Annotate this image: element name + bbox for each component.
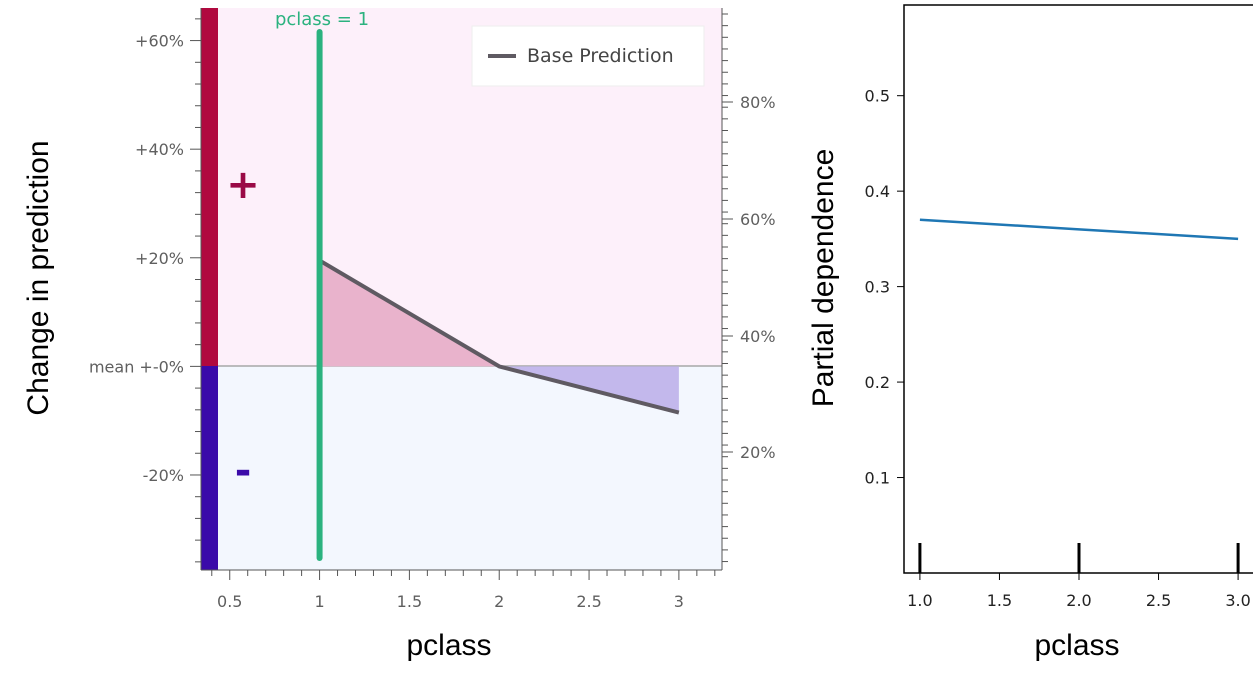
left-chart: pclass = 1 + - Base Prediction 0.5 1 1.5 2 2… xyxy=(22,8,776,662)
right-plot-frame xyxy=(903,4,1253,574)
y-tick-label: mean +-0% xyxy=(89,357,184,376)
y-tick-label: +20% xyxy=(135,249,184,268)
y-tick-label: +40% xyxy=(135,140,184,159)
y-tick-label: 0.2 xyxy=(865,373,890,392)
left-x-axis-title: pclass xyxy=(406,629,491,662)
y-tick-label: 0.3 xyxy=(865,278,890,297)
positive-sign: + xyxy=(226,162,260,208)
base-prediction-line xyxy=(318,258,680,415)
right-chart: 1.0 1.5 2.0 2.5 3.0 0.5 0.4 0.3 0.2 0.1 Partial d… xyxy=(807,4,1253,662)
right-y-axis-title: Partial dependence xyxy=(807,149,840,408)
x-tick-label: 1.0 xyxy=(907,591,932,610)
legend-entry-base-prediction: Base Prediction xyxy=(527,45,674,67)
x-tick-label: 3 xyxy=(674,592,684,611)
left-chart-ticks: 0.5 1 1.5 2 2.5 3+60%+40%+20%mean +-0%-20%80%… xyxy=(89,13,776,611)
x-tick-label: 1.5 xyxy=(987,591,1012,610)
right-chart-ticks: 1.0 1.5 2.0 2.5 3.0 0.5 0.4 0.3 0.2 0.1 xyxy=(865,87,1251,610)
y-tick-label: 0.5 xyxy=(865,87,890,106)
marker-label: pclass = 1 xyxy=(275,9,369,30)
base-prediction-line-group xyxy=(318,258,680,415)
x-tick-label: 0.5 xyxy=(217,592,242,611)
legend: Base Prediction xyxy=(471,25,705,87)
y-tick-label: +60% xyxy=(135,32,184,51)
negative-side-bar xyxy=(201,366,218,570)
x-tick-label: 2.5 xyxy=(1146,591,1171,610)
negative-sign: - xyxy=(235,448,252,494)
y2-tick-label: 40% xyxy=(740,327,776,346)
y-tick-label: 0.1 xyxy=(865,469,890,488)
y2-tick-label: 80% xyxy=(740,93,776,112)
left-y-axis-title: Change in prediction xyxy=(22,140,55,415)
x-tick-label: 3.0 xyxy=(1225,591,1250,610)
x-tick-label: 1.5 xyxy=(397,592,422,611)
y-tick-label: 0.4 xyxy=(865,182,890,201)
y2-tick-label: 20% xyxy=(740,443,776,462)
x-tick-label: 2 xyxy=(494,592,504,611)
y-tick-label: -20% xyxy=(143,466,184,485)
decile-marks xyxy=(918,543,1240,573)
partial-dependence-line-group xyxy=(919,218,1239,241)
positive-side-bar xyxy=(201,8,218,366)
y2-tick-label: 60% xyxy=(740,210,776,229)
x-tick-label: 1 xyxy=(314,592,324,611)
right-x-axis-title: pclass xyxy=(1034,629,1119,662)
x-tick-label: 2.5 xyxy=(576,592,601,611)
x-tick-label: 2.0 xyxy=(1066,591,1091,610)
partial-dependence-line xyxy=(919,218,1239,241)
